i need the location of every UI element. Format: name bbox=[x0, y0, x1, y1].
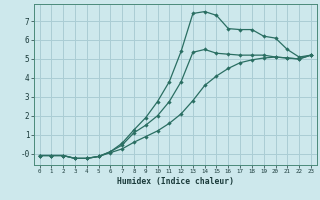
X-axis label: Humidex (Indice chaleur): Humidex (Indice chaleur) bbox=[117, 177, 234, 186]
